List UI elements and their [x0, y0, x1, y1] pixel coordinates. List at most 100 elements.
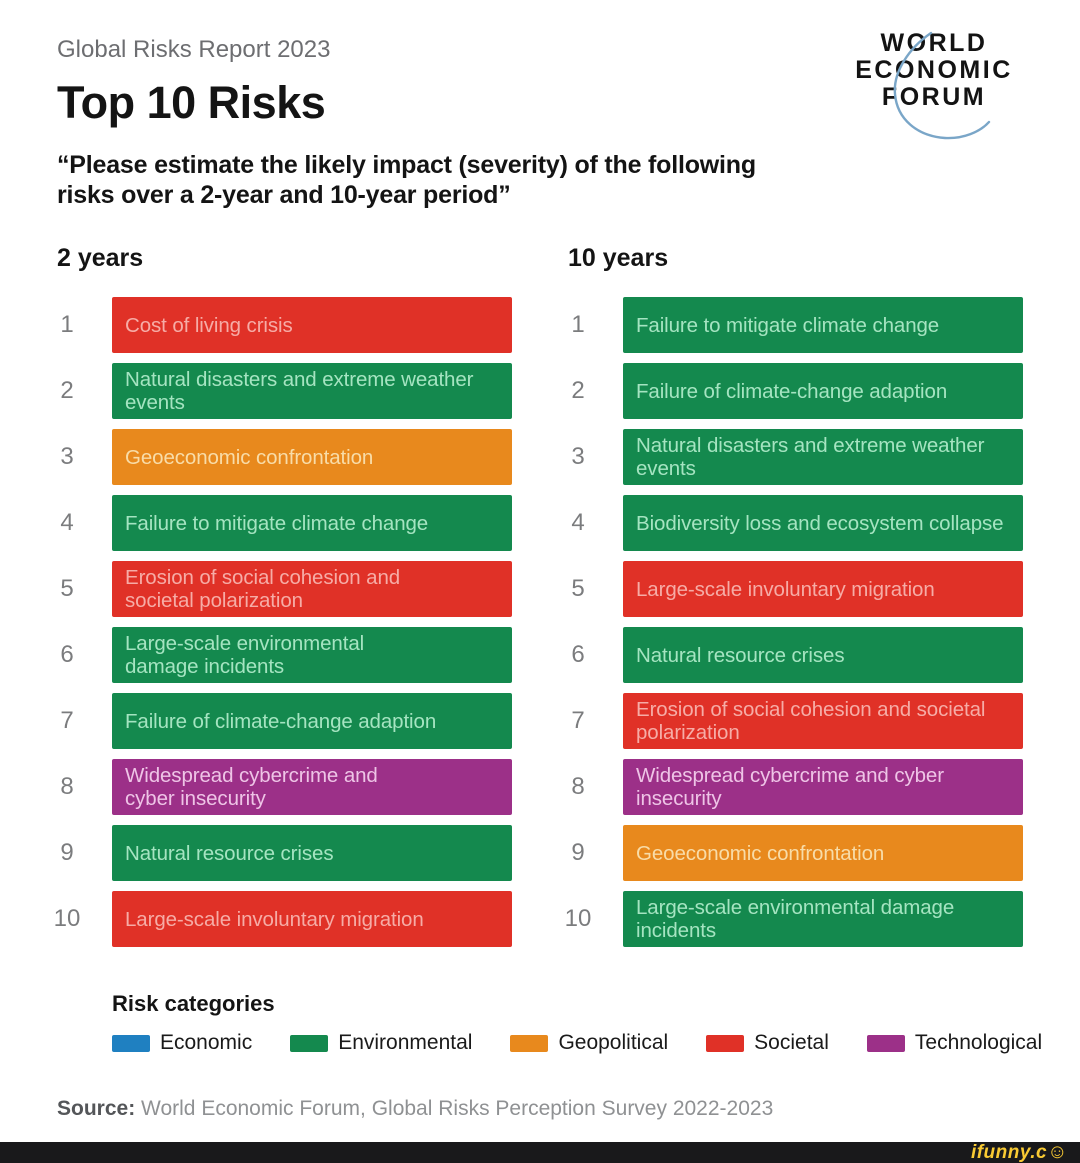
wef-logo: WORLD ECONOMIC FORUM [841, 30, 1027, 150]
risk-bar: Failure of climate-change adaption [623, 363, 1023, 419]
risk-bar: Large-scale environmental damage inciden… [112, 627, 512, 683]
risk-label: Natural disasters and extreme weather ev… [125, 368, 474, 414]
rank-number: 9 [60, 839, 74, 866]
risk-label: Failure of climate-change adaption [125, 709, 437, 733]
risk-row: 6 Natural resource crises [556, 627, 1023, 683]
rank-number: 3 [571, 443, 585, 470]
risk-label: Large-scale environmental damage inciden… [636, 896, 955, 942]
risk-row: 5 Erosion of social cohesion and societa… [45, 561, 512, 617]
risk-row: 5 Large-scale involuntary migration [556, 561, 1023, 617]
legend: Risk categories Economic Environmental G… [112, 991, 1080, 1055]
risk-row: 3 Natural disasters and extreme weather … [556, 429, 1023, 485]
source-text: World Economic Forum, Global Risks Perce… [135, 1097, 774, 1120]
column-heading-2-years: 2 years [57, 244, 144, 272]
risk-label: Erosion of social cohesion and societal … [125, 566, 401, 612]
legend-item: Technological [866, 1031, 1043, 1055]
ifunny-footer-bar: ifunny.c☺ [0, 1141, 1080, 1163]
risk-label: Large-scale environmental damage inciden… [125, 632, 365, 678]
risk-row: 9 Geoeconomic confrontation [556, 825, 1023, 881]
rank-number: 5 [60, 575, 74, 602]
risk-row: 7 Failure of climate-change adaption [45, 693, 512, 749]
page-title: Top 10 Risks [57, 77, 326, 128]
risk-label: Failure to mitigate climate change [125, 511, 429, 535]
wef-logo-line-forum: FORUM [881, 83, 987, 111]
risk-bar: Natural resource crises [112, 825, 512, 881]
risk-label: Large-scale involuntary migration [125, 907, 424, 931]
risk-bar: Erosion of social cohesion and societal … [112, 561, 512, 617]
legend-items: Economic Environmental Geopolitical Soci… [112, 1031, 1080, 1055]
risk-row: 2 Natural disasters and extreme weather … [45, 363, 512, 419]
risk-row: 1 Cost of living crisis [45, 297, 512, 353]
wef-logo-line-economic: ECONOMIC [855, 56, 1013, 84]
ifunny-watermark: ifunny.c☺ [971, 1141, 1068, 1163]
category-label: Geopolitical [558, 1031, 669, 1054]
report-kicker: Global Risks Report 2023 [57, 36, 331, 63]
category-label: Economic [160, 1031, 253, 1054]
risk-row: 10 Large-scale involuntary migration [45, 891, 512, 947]
rank-number: 7 [571, 707, 585, 734]
risk-row: 9 Natural resource crises [45, 825, 512, 881]
rank-number: 1 [571, 311, 585, 338]
legend-item: Economic [112, 1031, 252, 1055]
header: Global Risks Report 2023 Top 10 Risks “P… [57, 36, 817, 210]
rank-number: 9 [571, 839, 585, 866]
column-2-years: 2 years 1 Cost of living crisis 2 Natura… [45, 244, 512, 957]
legend-item: Environmental [290, 1031, 472, 1055]
risk-row: 7 Erosion of social cohesion and societa… [556, 693, 1023, 749]
risk-label: Geoeconomic confrontation [636, 841, 885, 865]
legend-item: Geopolitical [510, 1031, 668, 1055]
risk-label: Widespread cybercrime and cyber insecuri… [125, 764, 378, 810]
risk-label: Natural disasters and extreme weather ev… [636, 434, 985, 480]
category-label: Societal [754, 1031, 829, 1054]
category-color-swatch [290, 1034, 329, 1052]
risk-row: 10 Large-scale environmental damage inci… [556, 891, 1023, 947]
survey-question-quote: “Please estimate the likely impact (seve… [57, 151, 756, 209]
risk-bar: Large-scale environmental damage inciden… [623, 891, 1023, 947]
risk-label: Natural resource crises [125, 841, 334, 865]
rank-number: 2 [60, 377, 74, 404]
ifunny-watermark-text: ifunny.c [970, 1142, 1048, 1163]
category-color-swatch [510, 1034, 549, 1052]
category-color-swatch [112, 1034, 150, 1052]
rank-number: 10 [53, 905, 81, 932]
rows-10-years: 1 Failure to mitigate climate change 2 F… [556, 297, 1023, 947]
risk-bar: Erosion of social cohesion and societal … [623, 693, 1023, 749]
rank-number: 2 [571, 377, 585, 404]
rows-2-years: 1 Cost of living crisis 2 Natural disast… [45, 297, 512, 947]
rank-number: 7 [60, 707, 74, 734]
risk-bar: Failure of climate-change adaption [112, 693, 512, 749]
category-color-swatch [866, 1034, 905, 1052]
category-label: Technological [914, 1031, 1043, 1054]
risk-row: 3 Geoeconomic confrontation [45, 429, 512, 485]
risk-label: Cost of living crisis [125, 313, 293, 337]
category-color-swatch [706, 1034, 745, 1052]
rank-number: 10 [564, 905, 592, 932]
risk-bar: Widespread cybercrime and cyber insecuri… [112, 759, 512, 815]
rank-number: 8 [571, 773, 585, 800]
rank-number: 1 [60, 311, 74, 338]
rank-number: 4 [571, 509, 585, 536]
risk-row: 6 Large-scale environmental damage incid… [45, 627, 512, 683]
risk-bar: Large-scale involuntary migration [112, 891, 512, 947]
smiley-icon: ☺ [1047, 1141, 1068, 1163]
risk-bar: Cost of living crisis [112, 297, 512, 353]
rank-number: 8 [60, 773, 74, 800]
risk-bar: Natural resource crises [623, 627, 1023, 683]
risk-bar: Failure to mitigate climate change [623, 297, 1023, 353]
risk-label: Erosion of social cohesion and societal … [636, 698, 986, 744]
risk-bar: Natural disasters and extreme weather ev… [623, 429, 1023, 485]
legend-title: Risk categories [112, 991, 275, 1016]
risk-row: 4 Failure to mitigate climate change [45, 495, 512, 551]
risk-label: Large-scale involuntary migration [636, 577, 935, 601]
rank-number: 6 [571, 641, 585, 668]
risk-label: Failure to mitigate climate change [636, 313, 940, 337]
risk-label: Geoeconomic confrontation [125, 445, 374, 469]
risk-row: 8 Widespread cybercrime and cyber insecu… [45, 759, 512, 815]
rank-number: 5 [571, 575, 585, 602]
risk-row: 2 Failure of climate-change adaption [556, 363, 1023, 419]
risk-bar: Geoeconomic confrontation [623, 825, 1023, 881]
wef-logo-line-world: WORLD [880, 29, 988, 57]
risk-bar: Natural disasters and extreme weather ev… [112, 363, 512, 419]
rank-number: 4 [60, 509, 74, 536]
